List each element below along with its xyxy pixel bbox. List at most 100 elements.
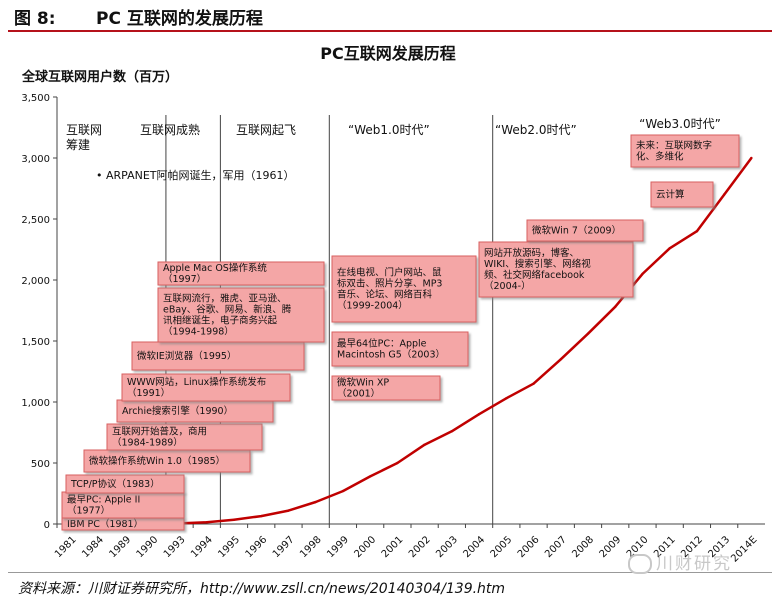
x-tick-label: 1997 bbox=[271, 534, 297, 560]
annotation-text: 云计算 bbox=[656, 189, 685, 201]
x-tick-label: 2014E bbox=[729, 534, 759, 564]
annotation-box bbox=[331, 375, 441, 401]
era-label: 互联网筹建 bbox=[66, 123, 102, 152]
x-tick-label: 2002 bbox=[407, 534, 433, 560]
wechat-icon bbox=[628, 554, 652, 574]
series-point bbox=[232, 518, 236, 521]
annotation-text: Archie搜索引擎（1990） bbox=[122, 405, 233, 417]
x-tick-label: 2009 bbox=[598, 534, 624, 560]
annotation-text: 在线电视、门户网站、鼠标双击、照片分享、MP3 音乐、论坛、网络百科（1999-2… bbox=[337, 267, 442, 312]
figure-title: PC 互联网的发展历程 bbox=[96, 9, 263, 29]
x-tick-label: 1984 bbox=[80, 534, 106, 560]
series-point bbox=[695, 230, 699, 233]
series-point bbox=[722, 193, 726, 196]
annotation-text: 未来：互联网数字化、多维化 bbox=[636, 140, 712, 163]
annotation-text: • ARPANET阿帕网诞生，军用（1961） bbox=[96, 168, 295, 182]
series-point bbox=[341, 489, 345, 493]
era-label: 互联网起飞 bbox=[236, 123, 296, 137]
chart-title: PC互联网发展历程 bbox=[320, 44, 455, 63]
footer: 资料来源：川财证券研究所，http://www.zsll.cn/news/201… bbox=[0, 572, 776, 597]
figure-header: 图 8: PC 互联网的发展历程 bbox=[0, 0, 776, 32]
series-point bbox=[750, 156, 753, 160]
series-point bbox=[505, 397, 508, 400]
series-point bbox=[260, 514, 263, 518]
era-label: “Web3.0时代” bbox=[639, 117, 721, 131]
annotation-text: TCP/P协议（1983） bbox=[70, 478, 160, 490]
x-tick-label: 2004 bbox=[461, 534, 487, 560]
annotation-text: 网站开放源码，博客、 WIKI、搜索引擎、网络视频、社交网络facebook （20… bbox=[484, 247, 591, 292]
x-tick-label: 2006 bbox=[516, 534, 542, 560]
annotation-box bbox=[650, 181, 714, 208]
annotation-box bbox=[157, 287, 325, 343]
annotation-text: 互联网开始普及，商用（1984-1989） bbox=[112, 426, 207, 449]
annotation-box bbox=[331, 331, 469, 367]
era-label: “Web1.0时代” bbox=[348, 123, 430, 137]
annotation-text: 微软操作系统Win 1.0（1985） bbox=[89, 455, 225, 467]
series-point bbox=[586, 332, 590, 335]
annotation-box bbox=[478, 241, 634, 298]
y-tick-label: 0 bbox=[44, 520, 50, 531]
y-tick-label: 1,000 bbox=[21, 398, 50, 409]
series-point bbox=[532, 382, 535, 385]
x-tick-label: 2001 bbox=[380, 534, 406, 560]
x-tick-label: 2005 bbox=[489, 534, 515, 560]
x-tick-label: 1998 bbox=[298, 534, 324, 560]
annotation-box bbox=[157, 261, 325, 286]
source-note: 资料来源：川财证券研究所，http://www.zsll.cn/news/201… bbox=[18, 581, 506, 597]
series-point bbox=[287, 509, 290, 512]
annotation-box bbox=[331, 255, 477, 323]
x-tick-label: 2000 bbox=[352, 534, 378, 560]
figure-label: 图 8: bbox=[14, 9, 56, 29]
annotation-text: 最早64位PC：Apple Macintosh G5（2003） bbox=[337, 338, 445, 361]
x-tick-label: 1990 bbox=[135, 534, 161, 560]
series-point bbox=[396, 461, 399, 465]
annotation-box bbox=[65, 474, 185, 494]
annotation-text: IBM PC（1981） bbox=[67, 518, 143, 530]
series-point bbox=[641, 272, 644, 276]
watermark-text: 川财研究 bbox=[656, 554, 732, 574]
series-point bbox=[559, 358, 562, 361]
annotation-box bbox=[526, 219, 644, 242]
x-tick-label: 1999 bbox=[325, 534, 351, 560]
y-tick-label: 2,500 bbox=[21, 215, 50, 226]
annotation-box bbox=[121, 373, 291, 402]
series-point bbox=[477, 413, 481, 416]
y-tick-label: 3,500 bbox=[21, 93, 50, 104]
y-tick-label: 2,000 bbox=[21, 276, 50, 287]
header-rule bbox=[8, 30, 772, 32]
annotation-text: WWW网站，Linux操作系统发布（1991） bbox=[127, 376, 266, 399]
annotation-text: 互联网流行，雅虎、亚马逊、 eBay、谷歌、网易、新浪、腾讯相继诞生，电子商务兴起… bbox=[163, 293, 292, 338]
annotation-box bbox=[630, 134, 740, 168]
annotation-text: 微软Win XP （2001） bbox=[337, 377, 389, 400]
x-tick-label: 2008 bbox=[570, 534, 596, 560]
annotation-box bbox=[106, 423, 263, 451]
series-point bbox=[450, 430, 454, 433]
series-point bbox=[205, 520, 208, 524]
x-tick-label: 1994 bbox=[189, 534, 215, 560]
annotation-box bbox=[131, 341, 305, 371]
x-tick-label: 1995 bbox=[216, 534, 242, 560]
series-point bbox=[668, 247, 671, 250]
x-tick-label: 1993 bbox=[162, 534, 188, 560]
y-axis-label: 全球互联网用户数（百万） bbox=[21, 69, 178, 85]
annotation-text: 微软Win 7（2009） bbox=[532, 225, 621, 237]
era-label: “Web2.0时代” bbox=[495, 123, 577, 137]
series-point bbox=[368, 475, 372, 478]
watermark: 川财研究 bbox=[628, 549, 732, 574]
x-tick-label: 2003 bbox=[434, 534, 460, 560]
x-tick-label: 1996 bbox=[244, 534, 270, 560]
y-tick-label: 3,000 bbox=[21, 154, 50, 165]
x-tick-label: 1989 bbox=[107, 534, 133, 560]
annotation-text: Apple Mac OS操作系统（1997） bbox=[163, 262, 267, 285]
era-label: 互联网成熟 bbox=[140, 122, 200, 137]
series-point bbox=[614, 305, 617, 309]
annotation-text: 最早PC: Apple II （1977） bbox=[67, 495, 140, 517]
annotation-text: 微软IE浏览器（1995） bbox=[137, 350, 236, 362]
y-tick-label: 1,500 bbox=[21, 337, 50, 348]
x-tick-label: 1981 bbox=[53, 534, 79, 560]
x-tick-label: 2007 bbox=[543, 534, 569, 560]
series-point bbox=[423, 443, 426, 446]
footer-rule bbox=[8, 572, 772, 573]
series-point bbox=[314, 500, 317, 504]
